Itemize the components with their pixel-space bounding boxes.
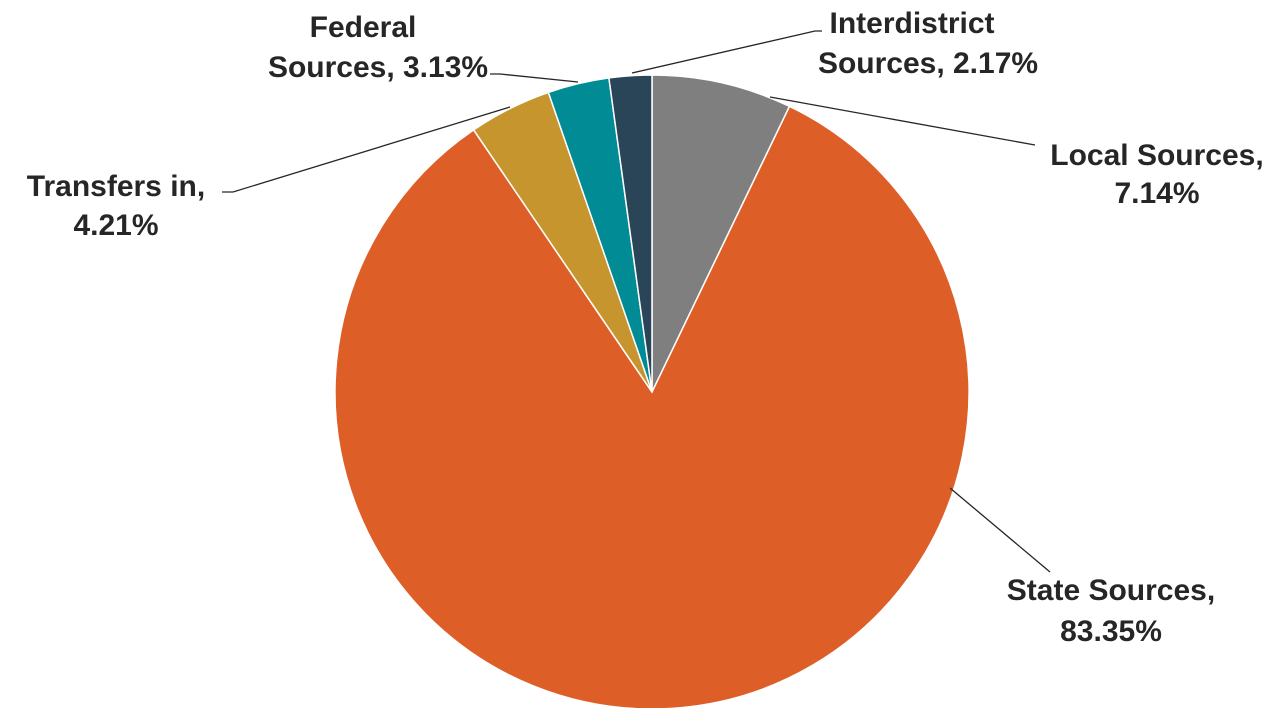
label-state-sources-line1: State Sources, (1007, 574, 1215, 607)
pie-slice-state-sources (334, 105, 970, 708)
pie-slice-local-sources (651, 74, 791, 393)
leader-line-federal-sources (490, 73, 579, 83)
label-state-sources-line2: 83.35% (1060, 615, 1162, 648)
leader-line-state-sources (949, 487, 1051, 573)
label-interdistrict-sources: Interdistrict Sources, 2.17% (818, 7, 1038, 80)
pie-slices (334, 74, 970, 708)
label-interdistrict-sources-line1: Interdistrict (829, 7, 994, 40)
label-federal-sources-line2: Sources, 3.13% (268, 51, 488, 84)
label-local-sources: Local Sources, 7.14% (1050, 139, 1263, 210)
label-interdistrict-sources-line2: Sources, 2.17% (818, 47, 1038, 80)
label-federal-sources: Federal Sources, 3.13% (268, 11, 488, 84)
leader-line-transfers-in (222, 106, 511, 193)
label-transfers-in-line2: 4.21% (73, 209, 158, 242)
label-federal-sources-line1: Federal (310, 11, 417, 44)
label-transfers-in-line1: Transfers in, (27, 170, 205, 203)
leader-lines (222, 30, 1051, 573)
pie-slice-interdistrict-sources (608, 74, 653, 393)
leader-line-interdistrict-sources (631, 30, 822, 74)
label-transfers-in: Transfers in, 4.21% (27, 170, 205, 242)
label-state-sources: State Sources, 83.35% (1007, 574, 1215, 648)
label-local-sources-line1: Local Sources, (1050, 139, 1263, 172)
leader-line-local-sources (769, 96, 1036, 146)
label-local-sources-line2: 7.14% (1114, 177, 1199, 210)
